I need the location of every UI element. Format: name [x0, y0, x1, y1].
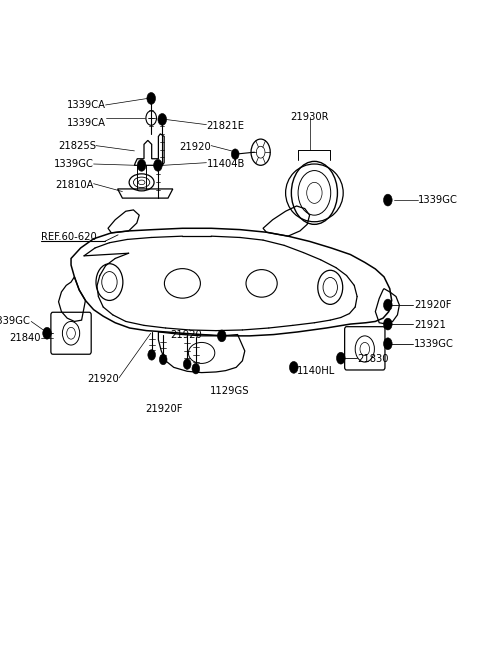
Text: 21810A: 21810A — [55, 180, 94, 190]
Circle shape — [289, 361, 298, 373]
Text: REF.60-620: REF.60-620 — [41, 232, 96, 243]
Text: 21920: 21920 — [170, 329, 202, 340]
Text: 1339GC: 1339GC — [418, 195, 457, 205]
Text: 21825S: 21825S — [58, 140, 96, 151]
Circle shape — [384, 318, 392, 330]
Text: 21930R: 21930R — [290, 112, 329, 122]
Text: 11404B: 11404B — [206, 159, 245, 169]
Text: 1339GC: 1339GC — [0, 316, 31, 327]
Circle shape — [159, 354, 167, 365]
Text: 21920F: 21920F — [145, 404, 183, 415]
Circle shape — [43, 327, 51, 339]
Text: 1129GS: 1129GS — [210, 386, 250, 396]
Text: 21920: 21920 — [87, 374, 119, 384]
Text: 21920F: 21920F — [414, 300, 451, 310]
Circle shape — [183, 359, 191, 369]
Text: 21920: 21920 — [180, 142, 211, 152]
Text: 1339CA: 1339CA — [67, 118, 106, 129]
Circle shape — [384, 194, 392, 206]
Circle shape — [384, 338, 392, 350]
Circle shape — [154, 159, 162, 171]
Text: 1339GC: 1339GC — [414, 338, 454, 349]
Text: 1140HL: 1140HL — [297, 366, 335, 377]
Text: 21830: 21830 — [358, 354, 389, 365]
Circle shape — [192, 363, 200, 374]
Circle shape — [336, 352, 345, 364]
Circle shape — [231, 149, 239, 159]
Text: 1339CA: 1339CA — [67, 100, 106, 110]
Text: 1339GC: 1339GC — [54, 159, 94, 169]
Circle shape — [137, 159, 146, 171]
Text: 21821E: 21821E — [206, 121, 244, 131]
Circle shape — [148, 350, 156, 360]
Circle shape — [158, 113, 167, 125]
Circle shape — [147, 92, 156, 104]
Text: 21840: 21840 — [9, 333, 41, 344]
Text: 21921: 21921 — [414, 319, 445, 330]
Circle shape — [384, 299, 392, 311]
Circle shape — [217, 330, 226, 342]
